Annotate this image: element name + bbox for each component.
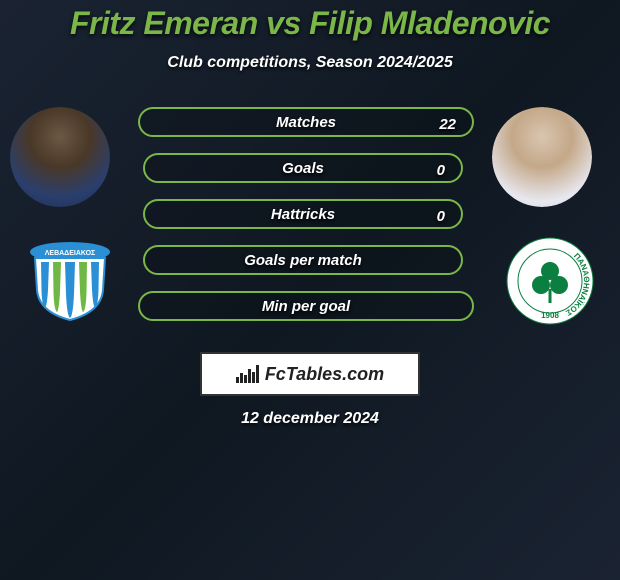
player-photo-left [10,107,110,207]
stat-label: Goals [282,160,324,177]
player-photo-right [492,107,592,207]
subtitle: Club competitions, Season 2024/2025 [0,54,620,72]
page-title: Fritz Emeran vs Filip Mladenovic [0,5,620,42]
stat-bar: Min per goal [138,291,474,321]
comparison-card: Fritz Emeran vs Filip Mladenovic Club co… [0,0,620,580]
stat-bar: Matches 22 [138,107,474,137]
svg-text:1908: 1908 [541,311,559,320]
stat-label: Hattricks [271,206,335,223]
stat-row-goals: Goals 0 [138,153,474,183]
bar-chart-icon [236,365,259,383]
stat-bars: Matches 22 Goals 0 Hattricks 0 Goals per [138,107,474,337]
avatar-placeholder [10,107,110,207]
stat-value-right: 0 [437,201,445,231]
stat-bar: Goals 0 [143,153,463,183]
panathinaikos-crest-icon: ΠΑΝΑΘΗΝΑΪΚΟΣ 1908 [506,237,594,325]
stat-bar: Hattricks 0 [143,199,463,229]
comparison-area: ΛΕΒΑΔΕΙΑΚΟΣ ΠΑΝΑΘΗΝΑΪΚΟΣ 1908 [0,97,620,357]
stat-row-hattricks: Hattricks 0 [138,199,474,229]
brand-box: FcTables.com [200,352,420,396]
date-text: 12 december 2024 [0,410,620,428]
stat-label: Goals per match [244,252,362,269]
stat-value-right: 22 [439,109,456,139]
avatar-placeholder [492,107,592,207]
stat-value-right: 0 [437,155,445,185]
levadiakos-crest-icon: ΛΕΒΑΔΕΙΑΚΟΣ [25,240,115,322]
stat-row-min-per-goal: Min per goal [138,291,474,321]
brand-label: FcTables.com [265,364,384,385]
stat-label: Min per goal [262,298,350,315]
stat-bar: Goals per match [143,245,463,275]
team-logo-right: ΠΑΝΑΘΗΝΑΪΚΟΣ 1908 [500,237,600,325]
stat-label: Matches [276,114,336,131]
svg-text:ΛΕΒΑΔΕΙΑΚΟΣ: ΛΕΒΑΔΕΙΑΚΟΣ [45,250,96,257]
stat-row-goals-per-match: Goals per match [138,245,474,275]
stat-row-matches: Matches 22 [138,107,474,137]
team-logo-left: ΛΕΒΑΔΕΙΑΚΟΣ [20,237,120,325]
